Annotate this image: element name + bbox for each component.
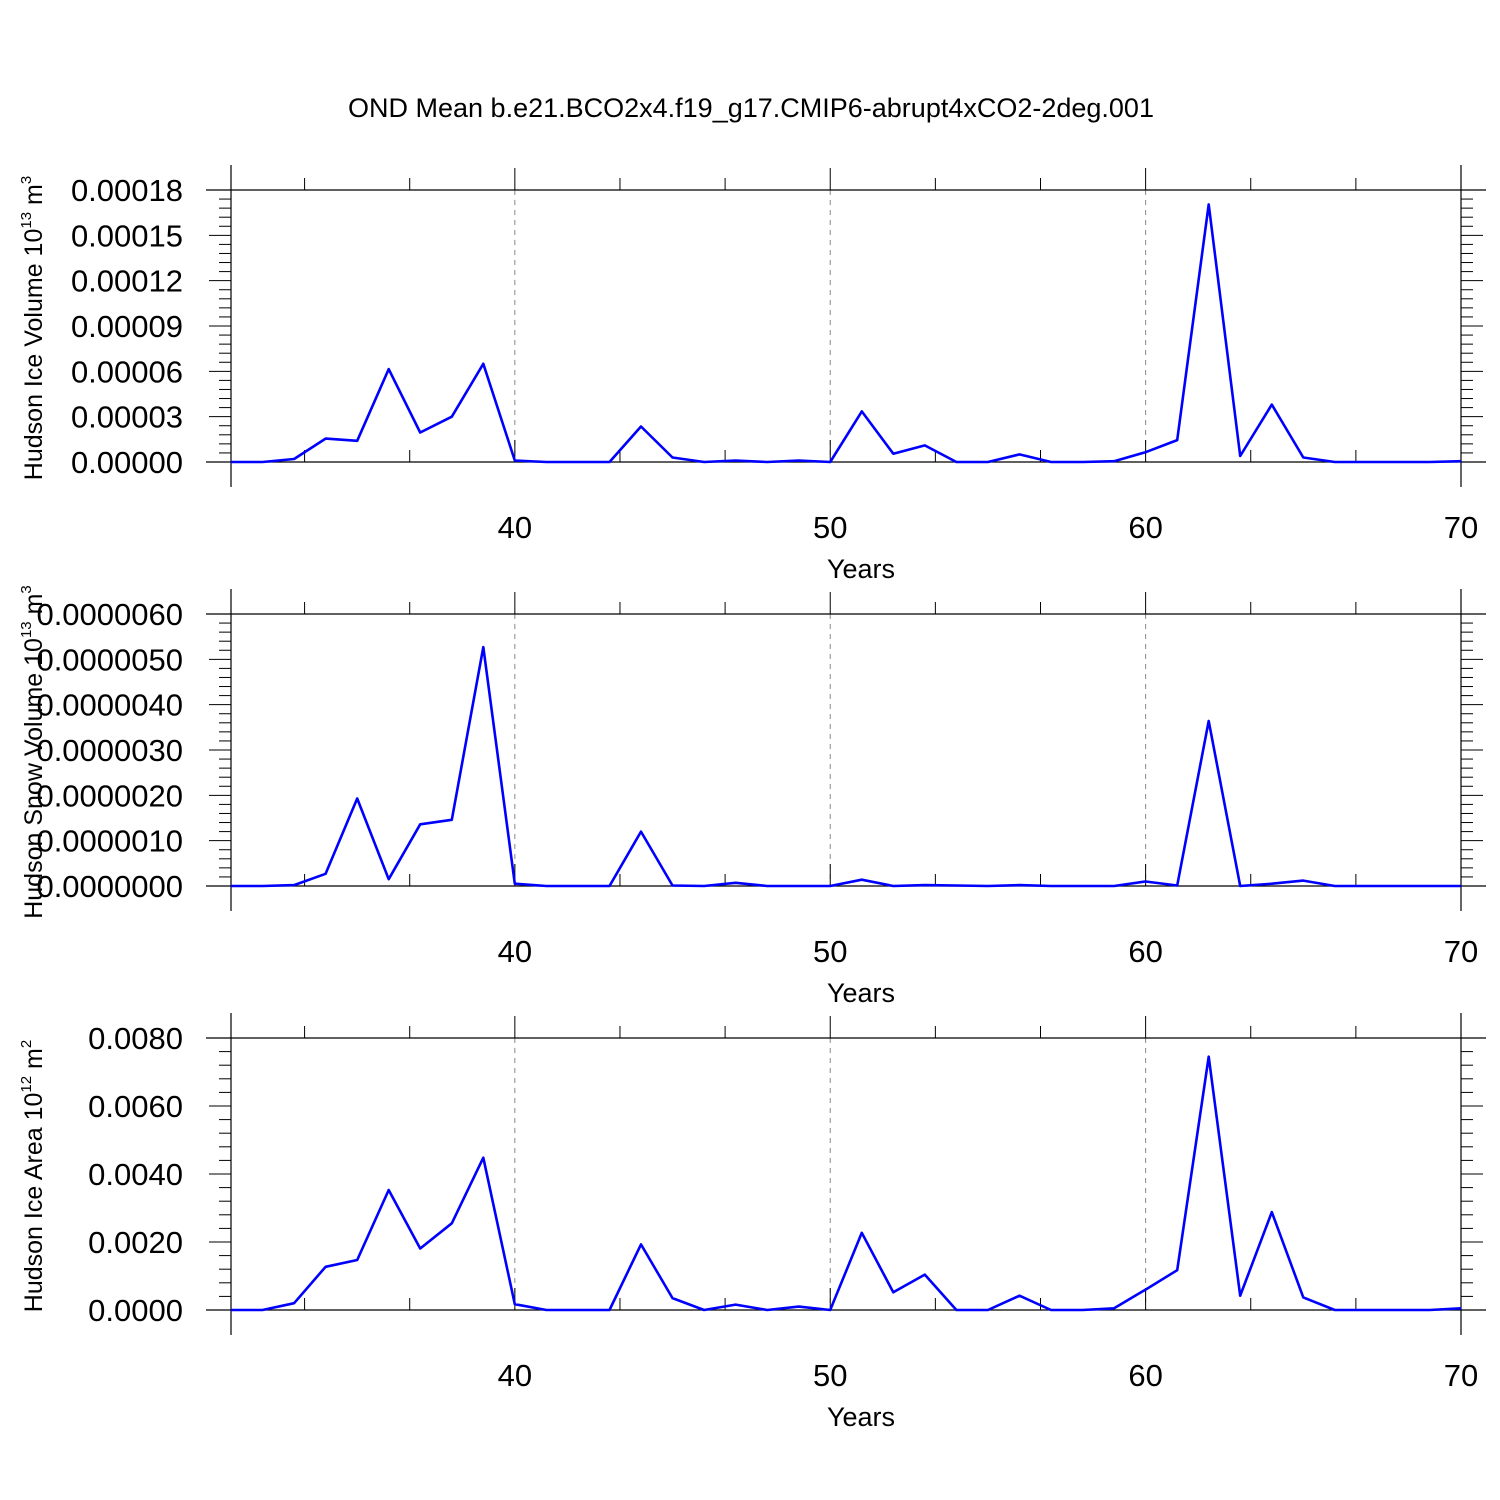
x-tick-label: 40 bbox=[498, 934, 532, 969]
y-tick-label: 0.0000060 bbox=[36, 597, 183, 632]
figure-title: OND Mean b.e21.BCO2x4.f19_g17.CMIP6-abru… bbox=[348, 93, 1154, 123]
x-tick-label: 70 bbox=[1444, 1358, 1478, 1393]
x-axis-label: Years bbox=[827, 554, 895, 584]
series-line bbox=[231, 203, 1462, 464]
x-tick-label: 60 bbox=[1128, 1358, 1162, 1393]
y-tick-label: 0.00000 bbox=[71, 445, 183, 480]
y-tick-label: 0.0000050 bbox=[36, 642, 183, 677]
x-tick-label: 50 bbox=[813, 510, 847, 545]
y-tick-label: 0.0000 bbox=[88, 1293, 183, 1328]
y-tick-label: 0.0000040 bbox=[36, 688, 183, 723]
panel-2: 0.0000000 0.0000010 0.0000020 0.0000030 0.00… bbox=[18, 585, 1486, 1008]
y-tick-label: 0.0000020 bbox=[36, 778, 183, 813]
y-tick-label: 0.00018 bbox=[71, 173, 183, 208]
series-line bbox=[231, 1055, 1462, 1312]
y-tick-label: 0.00006 bbox=[71, 354, 183, 389]
y-tick-label: 0.00009 bbox=[71, 309, 183, 344]
x-tick-label: 60 bbox=[1128, 934, 1162, 969]
y-axis-label: Hudson Ice Volume 1013 m3 bbox=[18, 176, 48, 480]
y-tick-label: 0.0060 bbox=[88, 1089, 183, 1124]
y-tick-label: 0.0020 bbox=[88, 1225, 183, 1260]
y-tick-label: 0.0000010 bbox=[36, 824, 183, 859]
panels: 0.00000 0.00003 0.00006 0.00009 0.00012 0.000… bbox=[18, 165, 1486, 1432]
panel-3: 0.0000 0.0020 0.0040 0.0060 0.0080 40 50 60 70 Ye… bbox=[18, 1013, 1486, 1432]
x-tick-label: 50 bbox=[813, 934, 847, 969]
y-tick-label: 0.00003 bbox=[71, 400, 183, 435]
y-tick-label: 0.0000000 bbox=[36, 869, 183, 904]
x-tick-label: 50 bbox=[813, 1358, 847, 1393]
y-tick-label: 0.0080 bbox=[88, 1021, 183, 1056]
x-tick-label: 70 bbox=[1444, 510, 1478, 545]
y-axis-label: Hudson Snow Volume 1013 m3 bbox=[18, 585, 48, 919]
y-axis-label: Hudson Ice Area 1012 m2 bbox=[18, 1040, 48, 1312]
x-tick-label: 70 bbox=[1444, 934, 1478, 969]
panel-1: 0.00000 0.00003 0.00006 0.00009 0.00012 0.000… bbox=[18, 165, 1486, 584]
y-tick-label: 0.0040 bbox=[88, 1157, 183, 1192]
series-line bbox=[231, 645, 1461, 888]
y-tick-label: 0.00015 bbox=[71, 218, 183, 253]
y-tick-label: 0.00012 bbox=[71, 264, 183, 299]
x-axis-label: Years bbox=[827, 1402, 895, 1432]
x-tick-label: 60 bbox=[1128, 510, 1162, 545]
y-tick-label: 0.0000030 bbox=[36, 733, 183, 768]
x-tick-label: 40 bbox=[498, 1358, 532, 1393]
x-tick-label: 40 bbox=[498, 510, 532, 545]
x-axis-label: Years bbox=[827, 978, 895, 1008]
